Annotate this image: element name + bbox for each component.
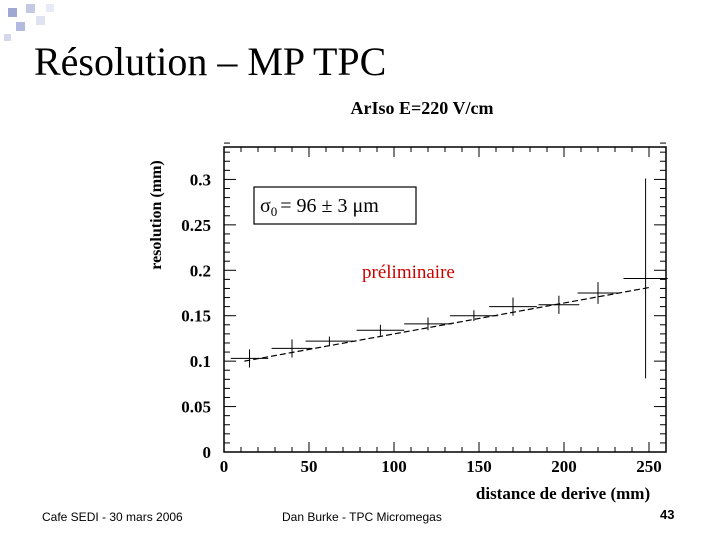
- footer-event: Cafe SEDI - 30 mars 2006: [42, 510, 183, 524]
- sigma-box: [253, 186, 417, 225]
- sigma-annotation: σ0 = 96 ± 3 μm: [260, 195, 379, 219]
- data-point: [404, 317, 452, 331]
- data-point: [305, 336, 354, 346]
- x-axis-label: distance de derive (mm): [476, 484, 650, 503]
- x-tick-label: 150: [466, 457, 492, 476]
- data-point: [623, 178, 668, 379]
- x-tick-label: 250: [636, 457, 662, 476]
- axis-ticks: [223, 142, 667, 453]
- data-point: [450, 310, 498, 322]
- x-tick-label: 100: [381, 457, 407, 476]
- page-number: 43: [660, 507, 675, 522]
- data-point: [271, 339, 313, 358]
- y-axis-label: resolution (mm): [148, 160, 165, 269]
- y-tick-label: 0.2: [190, 261, 211, 280]
- data-points: [230, 178, 668, 379]
- y-tick-label: 0.05: [181, 398, 211, 417]
- x-tick-label: 0: [220, 457, 229, 476]
- x-tick-label: 200: [551, 457, 577, 476]
- data-point: [489, 297, 537, 316]
- data-point: [538, 295, 580, 314]
- x-tick-label: 50: [301, 457, 318, 476]
- y-tick-label: 0.1: [190, 352, 211, 371]
- x-tick-labels: 0 50 100 150 200 250: [220, 457, 662, 476]
- y-tick-label: 0.25: [181, 216, 211, 235]
- slide-title: Résolution – MP TPC: [34, 39, 387, 84]
- preliminary-label: préliminaire: [362, 262, 455, 283]
- data-point: [230, 349, 269, 368]
- y-tick-label: 0.15: [181, 307, 211, 326]
- y-tick-labels: 0 0.05 0.1 0.15 0.2 0.25 0.3: [181, 170, 211, 462]
- corner-squares-decoration: [4, 4, 54, 41]
- chart-title: ArIso E=220 V/cm: [351, 98, 494, 118]
- y-tick-label: 0: [203, 443, 212, 462]
- y-tick-label: 0.3: [190, 170, 211, 189]
- data-point: [577, 282, 619, 304]
- footer-author: Dan Burke - TPC Micromegas: [282, 510, 442, 524]
- data-point: [356, 324, 405, 336]
